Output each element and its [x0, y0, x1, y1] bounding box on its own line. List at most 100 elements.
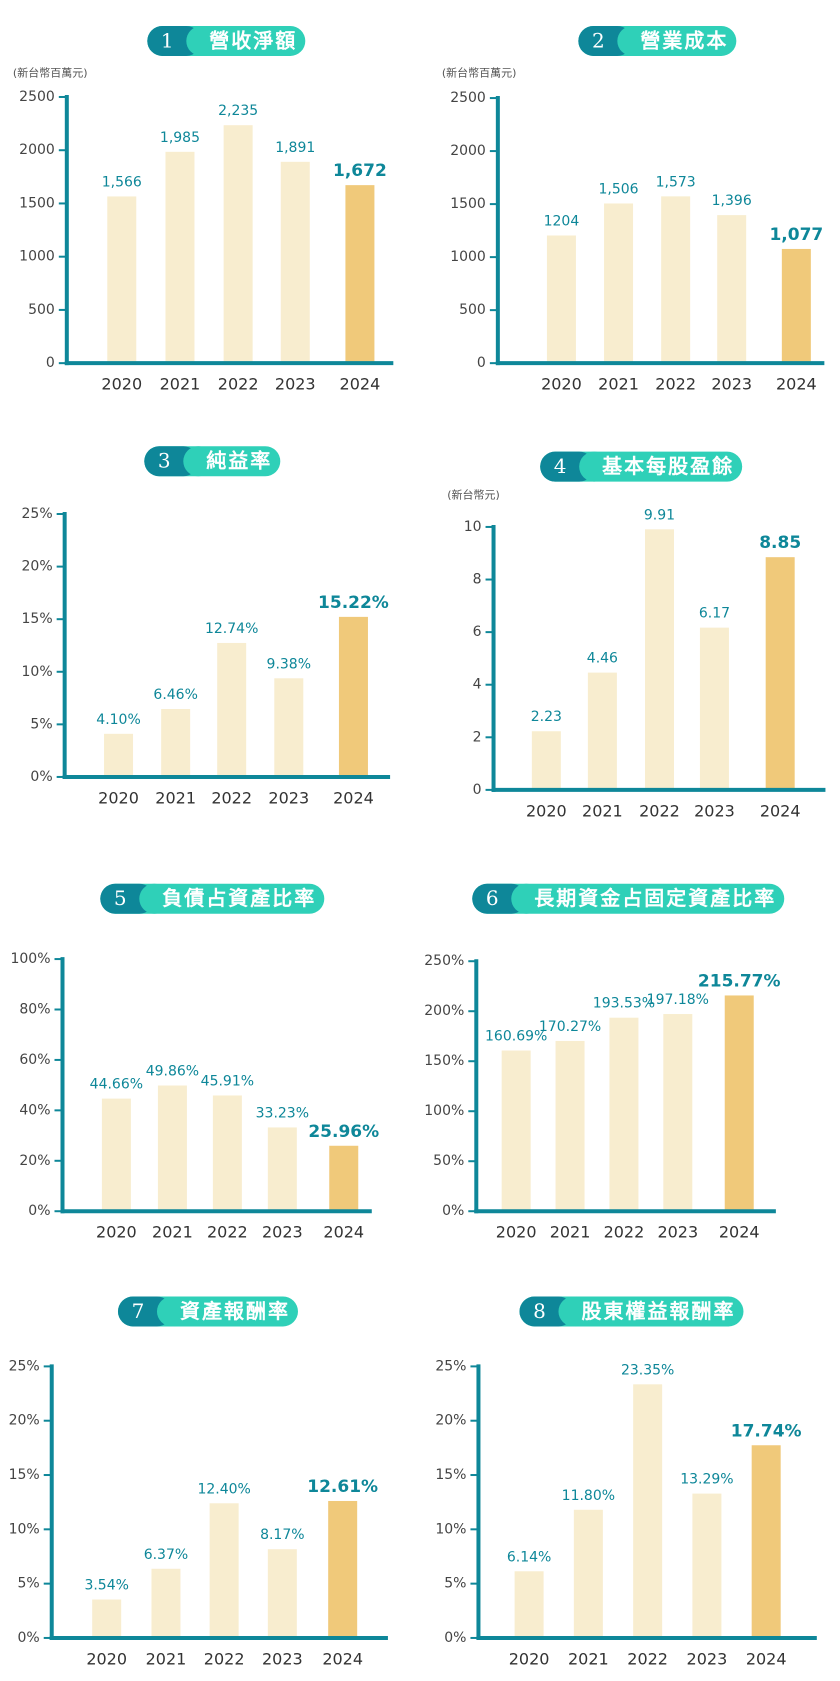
bar	[587, 672, 617, 790]
value-label: 12.40%	[197, 1481, 250, 1497]
bar	[274, 678, 304, 777]
unit-label: (新台幣元)	[447, 488, 500, 502]
y-tick-label: 2500	[450, 90, 486, 106]
value-label: 49.86%	[146, 1063, 199, 1079]
y-tick-label: 80%	[19, 1001, 50, 1017]
value-label: 170.27%	[539, 1019, 601, 1035]
value-label: 6.46%	[153, 687, 197, 703]
x-tick-label: 2023	[262, 1649, 303, 1668]
bar	[151, 1568, 181, 1638]
y-tick-label: 100%	[10, 951, 50, 967]
number-badge	[540, 451, 595, 482]
badge-join	[511, 883, 542, 914]
bar	[604, 203, 634, 364]
x-tick-label: 2022	[204, 1649, 245, 1668]
badge-join	[183, 446, 214, 477]
bar	[633, 1384, 663, 1638]
value-label: 13.29%	[680, 1472, 733, 1488]
bar	[692, 1493, 722, 1638]
y-tick-label: 20%	[19, 1153, 50, 1169]
y-tick-label: 25%	[22, 506, 53, 522]
bar	[267, 1127, 297, 1212]
bar	[161, 709, 191, 777]
bar	[223, 125, 253, 364]
bar	[209, 1503, 239, 1638]
y-tick-label: 40%	[19, 1102, 50, 1118]
chart-title: 股東權益報酬率	[581, 1299, 735, 1323]
y-tick-label: 0%	[28, 1203, 50, 1219]
number-badge	[117, 1296, 172, 1327]
bar	[717, 215, 747, 364]
badge-join	[139, 883, 170, 914]
value-label: 15.22%	[318, 593, 389, 613]
value-label: 3.54%	[84, 1577, 128, 1593]
number-badge	[147, 25, 202, 56]
value-label: 8.17%	[260, 1527, 304, 1543]
y-tick-label: 1000	[450, 249, 486, 265]
chart-title: 負債占資產比率	[162, 886, 316, 910]
title-number: 5	[114, 886, 127, 910]
value-label: 1,985	[160, 130, 200, 146]
bar	[212, 1095, 242, 1212]
x-tick-label: 2021	[155, 788, 196, 807]
bar	[555, 1040, 585, 1212]
x-tick-label: 2022	[604, 1223, 645, 1242]
bar	[609, 1017, 639, 1212]
bar	[765, 557, 795, 790]
unit-label: (新台幣百萬元)	[13, 65, 88, 79]
bar	[573, 1509, 603, 1638]
value-label: 12.74%	[205, 621, 258, 637]
value-label: 193.53%	[593, 996, 655, 1012]
value-label: 33.23%	[256, 1105, 309, 1121]
title-number: 8	[533, 1299, 546, 1323]
x-tick-label: 2022	[207, 1223, 248, 1242]
bar	[663, 1014, 693, 1212]
y-tick-label: 60%	[19, 1052, 50, 1068]
bar	[699, 627, 729, 790]
value-label: 25.96%	[308, 1122, 379, 1142]
value-label: 1204	[544, 213, 580, 229]
x-tick-label: 2022	[211, 788, 252, 807]
number-badge	[100, 883, 155, 914]
value-label: 9.91	[644, 507, 675, 523]
chart-title: 營收淨額	[209, 28, 297, 52]
x-tick-label: 2021	[598, 375, 639, 394]
value-label: 2,235	[218, 103, 258, 119]
value-label: 45.91%	[201, 1073, 254, 1089]
y-tick-label: 20%	[435, 1413, 466, 1429]
value-label: 11.80%	[562, 1488, 615, 1504]
value-label: 1,506	[598, 181, 638, 197]
x-tick-label: 2022	[627, 1649, 668, 1668]
bar	[280, 161, 310, 364]
bar	[546, 235, 576, 364]
y-tick-label: 20%	[22, 559, 53, 575]
x-tick-label: 2021	[160, 375, 201, 394]
value-label: 44.66%	[90, 1077, 143, 1093]
bar	[101, 1098, 131, 1212]
badge-join	[156, 1296, 187, 1327]
y-tick-label: 500	[28, 302, 55, 318]
x-tick-label: 2023	[657, 1223, 698, 1242]
x-tick-label: 2020	[86, 1649, 127, 1668]
x-tick-label: 2022	[655, 375, 696, 394]
y-tick-label: 2000	[19, 142, 55, 158]
number-badge	[144, 446, 199, 477]
y-tick-label: 5%	[18, 1576, 40, 1592]
x-tick-label: 2023	[687, 1649, 728, 1668]
value-label: 1,566	[102, 174, 142, 190]
badge-join	[617, 25, 648, 56]
bar	[165, 151, 195, 364]
value-label: 17.74%	[731, 1421, 802, 1441]
x-tick-label: 2023	[262, 1223, 303, 1242]
x-tick-label: 2020	[101, 375, 142, 394]
badge-join	[186, 25, 217, 56]
value-label: 8.85	[759, 533, 801, 553]
y-tick-label: 5%	[444, 1576, 466, 1592]
x-tick-label: 2021	[152, 1223, 193, 1242]
y-tick-label: 4	[473, 677, 482, 693]
y-tick-label: 2000	[450, 143, 486, 159]
y-tick-label: 200%	[424, 1003, 464, 1019]
y-tick-label: 0	[477, 355, 486, 371]
x-tick-label: 2023	[275, 375, 316, 394]
